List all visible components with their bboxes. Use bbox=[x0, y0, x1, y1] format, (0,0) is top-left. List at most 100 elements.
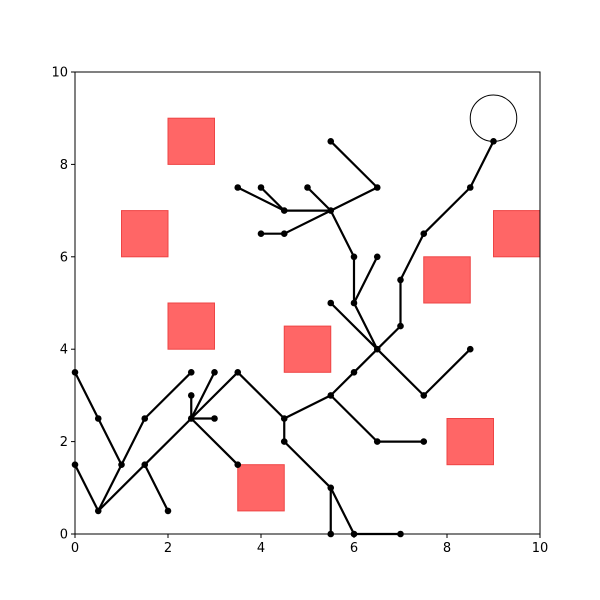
tree-node-layer bbox=[71, 138, 497, 538]
tree-node bbox=[373, 438, 381, 445]
tree-edge bbox=[143, 371, 193, 420]
tree-node bbox=[420, 230, 428, 237]
tree-edge bbox=[376, 348, 425, 397]
obstacle-square bbox=[493, 210, 541, 258]
tree-node bbox=[211, 369, 218, 376]
tree-edge bbox=[329, 394, 379, 443]
tree-edge bbox=[469, 140, 495, 189]
tree-node bbox=[373, 253, 381, 261]
tree-edge bbox=[143, 417, 193, 466]
x-tick-label: 8 bbox=[443, 541, 451, 556]
tree-edge bbox=[259, 186, 286, 212]
tree-node bbox=[350, 299, 358, 307]
tree-edge bbox=[236, 186, 286, 212]
tree-edge bbox=[236, 371, 286, 420]
y-tick-label: 4 bbox=[60, 343, 68, 358]
obstacle-square bbox=[121, 210, 169, 258]
tree-node bbox=[350, 369, 358, 376]
tree-edge bbox=[97, 463, 123, 512]
tree-edge bbox=[329, 140, 379, 189]
tree-node bbox=[280, 415, 288, 422]
tree-edge bbox=[97, 417, 123, 466]
x-tick-label: 6 bbox=[350, 541, 358, 556]
goal-layer bbox=[469, 94, 518, 142]
y-tick-label: 2 bbox=[60, 435, 68, 450]
tree-node bbox=[350, 253, 358, 261]
tree-node bbox=[234, 184, 242, 191]
obstacle-layer bbox=[121, 117, 541, 512]
tree-node bbox=[327, 484, 335, 492]
tree-edge bbox=[422, 186, 472, 235]
tree-edge bbox=[352, 348, 379, 374]
tree-edge bbox=[422, 348, 472, 397]
tree-node bbox=[327, 207, 335, 214]
tree-edge bbox=[190, 371, 239, 420]
tree-edge bbox=[283, 394, 332, 420]
tree-node bbox=[141, 415, 149, 422]
tree-node bbox=[141, 461, 149, 469]
y-axis: 0 2 4 6 8 10 bbox=[51, 66, 75, 543]
y-tick-label: 10 bbox=[51, 66, 68, 81]
tree-node bbox=[466, 345, 474, 353]
tree-edge bbox=[329, 371, 356, 397]
x-tick-label: 4 bbox=[257, 541, 265, 556]
y-tick-label: 6 bbox=[60, 250, 68, 265]
obstacle-square bbox=[167, 117, 215, 165]
tree-node bbox=[327, 138, 335, 145]
tree-node bbox=[118, 461, 125, 469]
obstacle-square bbox=[237, 464, 285, 512]
tree-node bbox=[373, 184, 381, 191]
tree-edge bbox=[329, 486, 356, 536]
tree-node bbox=[397, 322, 404, 330]
tree-node bbox=[466, 184, 474, 191]
tree-edge bbox=[329, 209, 356, 258]
tree-edge bbox=[97, 463, 146, 512]
tree-edge bbox=[352, 301, 379, 351]
tree-node bbox=[304, 184, 311, 191]
tree-edge bbox=[73, 371, 100, 420]
x-tick-label: 10 bbox=[532, 541, 549, 556]
tree-edge bbox=[190, 371, 216, 420]
tree-node bbox=[373, 345, 381, 353]
tree-node bbox=[234, 461, 242, 469]
tree-edge bbox=[376, 325, 402, 351]
tree-node bbox=[187, 369, 195, 376]
tree-node bbox=[187, 415, 195, 422]
tree-edge bbox=[399, 232, 425, 281]
tree-edge bbox=[283, 440, 332, 489]
tree-node bbox=[187, 392, 195, 399]
tree-edge bbox=[190, 417, 239, 466]
tree-node bbox=[280, 438, 288, 445]
tree-node bbox=[257, 184, 265, 191]
tree-node bbox=[420, 392, 428, 399]
tree-edge bbox=[329, 186, 379, 212]
tree-edge bbox=[73, 463, 100, 512]
tree-node bbox=[280, 230, 288, 237]
tree-node bbox=[234, 369, 242, 376]
tree-edge bbox=[120, 417, 146, 466]
tree-node bbox=[327, 299, 335, 307]
obstacle-square bbox=[446, 418, 494, 466]
x-axis: 0 2 4 6 8 10 bbox=[71, 534, 548, 556]
x-tick-label: 0 bbox=[71, 541, 79, 556]
goal-circle bbox=[469, 94, 518, 142]
obstacle-square bbox=[283, 325, 332, 373]
tree-edge bbox=[283, 209, 332, 235]
tree-edge-layer bbox=[73, 140, 495, 536]
tree-edge bbox=[352, 255, 379, 305]
y-tick-label: 0 bbox=[60, 528, 68, 543]
tree-node bbox=[280, 207, 288, 214]
tree-node bbox=[164, 507, 172, 515]
obstacle-square bbox=[423, 256, 471, 304]
tree-node bbox=[397, 276, 404, 284]
x-tick-label: 2 bbox=[164, 541, 172, 556]
tree-edge bbox=[329, 301, 379, 351]
y-tick-label: 8 bbox=[60, 158, 68, 173]
tree-edge bbox=[306, 186, 332, 212]
tree-node bbox=[420, 438, 428, 445]
tree-edge bbox=[143, 463, 170, 512]
tree-node bbox=[257, 230, 265, 237]
obstacle-square bbox=[167, 302, 215, 350]
plot-frame bbox=[74, 71, 541, 535]
